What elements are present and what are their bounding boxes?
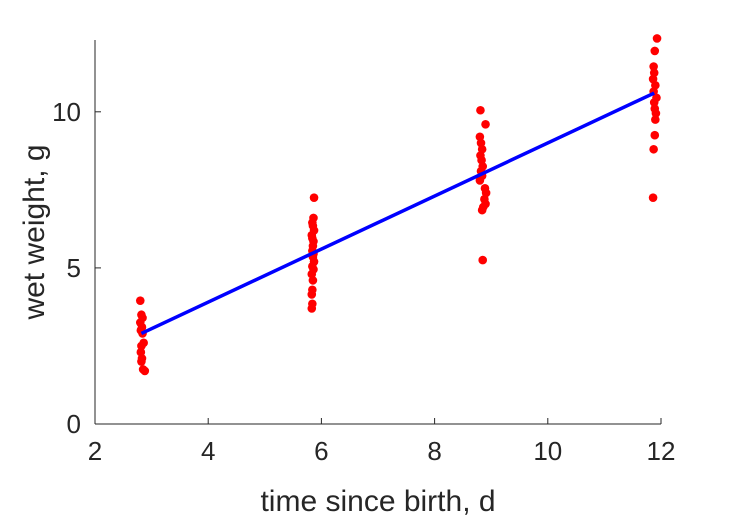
data-point [137,341,146,351]
data-point [650,46,660,56]
y-axis-label: wet weight, g [18,144,51,320]
x-tick-label: 4 [201,436,215,466]
y-tick-label: 5 [67,253,81,283]
fit-line [140,91,655,336]
data-point [475,176,485,185]
data-point [307,304,317,313]
y-tick-label: 10 [52,97,81,127]
x-tick-label: 10 [533,436,562,466]
data-point [650,130,660,140]
x-tick-label: 12 [647,436,676,466]
x-axis-ticks: 2 4 6 8 10 12 [88,418,676,466]
data-point [481,119,490,129]
data-point [651,109,661,118]
data-point [309,193,319,202]
y-axis-ticks: 0 5 10 [52,97,101,439]
data-point [648,193,658,202]
data-point [649,62,658,71]
x-tick-label: 8 [427,436,441,466]
data-point [649,98,659,107]
data-point [137,357,146,366]
data-point [135,296,145,305]
data-point [308,276,318,285]
x-axis-label: time since birth, d [260,485,495,518]
x-tick-label: 6 [314,436,328,466]
plot-area [135,34,662,376]
data-point [652,34,662,43]
data-point [476,105,485,115]
x-tick-label: 2 [88,436,102,466]
data-point [651,115,660,124]
data-point [649,144,658,154]
y-tick-label: 0 [67,409,81,439]
data-point [307,290,317,299]
data-point [140,366,150,376]
data-point [478,255,488,265]
data-point [477,205,487,215]
